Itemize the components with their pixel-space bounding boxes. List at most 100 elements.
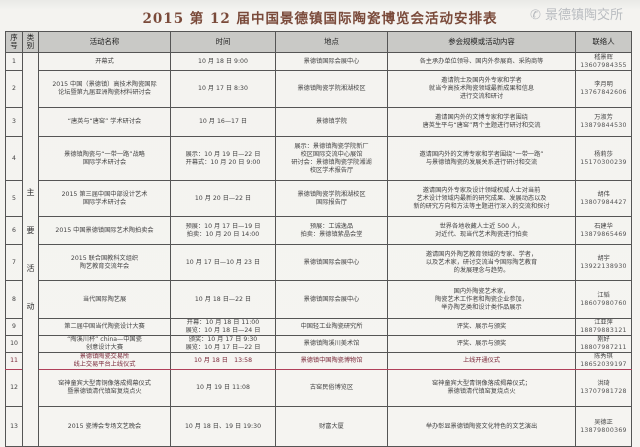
activity-time: 开幕：10 月 18 日 11:00 展览：10 月 18 日—24 日 bbox=[170, 318, 276, 336]
table-row: 9 第二届中国当代陶瓷设计大赛 开幕：10 月 18 日 11:00 展览：10 月… bbox=[5, 318, 632, 336]
contact-cell: 嵇景辉 13607984355 bbox=[575, 52, 632, 71]
column-header: 活动名称 bbox=[38, 31, 171, 53]
activity-place: 景德镇陶瓷学院湘湖校区 bbox=[275, 70, 388, 108]
contact-name: 胡宇 bbox=[597, 254, 610, 262]
row-number: 10 bbox=[5, 335, 23, 353]
row-number: 12 bbox=[5, 369, 23, 407]
contact-phone: 13879865469 bbox=[580, 230, 627, 238]
row-number: 4 bbox=[5, 136, 23, 181]
table-row: 13 2015 瓷博会专场文艺晚会 10 月 18 日、19 日 19:30 财富大厦… bbox=[5, 406, 632, 447]
row-number: 9 bbox=[5, 318, 23, 336]
contact-phone: 18879883121 bbox=[580, 327, 627, 334]
activity-content: 窑神童宾大型青铜像落成揭幕仪式； 景德镇清代镇窑复烧点火 bbox=[387, 369, 576, 407]
activity-name: 开幕式 bbox=[38, 52, 171, 71]
contact-phone: 13767842606 bbox=[580, 89, 627, 96]
contact-cell: 石建华 13879865469 bbox=[575, 216, 632, 245]
activity-place: 预展：工诚逸品 拍卖：景德镇紫晶会堂 bbox=[275, 216, 388, 245]
activity-content: 邀请国内外的文博专家和学者围绕 唐英生平与“唐窑”两个主题进行研讨和交流 bbox=[387, 107, 576, 137]
activity-place: 景德镇学院 bbox=[275, 107, 388, 137]
table-row: 8 当代国际陶艺展 10 月 18 日—22 日景德镇国际会展中心 国内外陶瓷艺术家，… bbox=[5, 280, 632, 319]
table-row: 4 景德镇陶瓷与“一带一路”战略 国际学术研讨会 展示：10 月 19 日—22 日… bbox=[5, 136, 632, 181]
contact-phone: 18652039197 bbox=[580, 361, 627, 368]
activity-content: 邀请国内外专家及设计领域权威人士对当前 艺术设计领域内最新的研究成果、发展动态以… bbox=[387, 180, 576, 217]
activity-time: 10 月 17 日—10 月 23 日 bbox=[170, 244, 276, 281]
table-row: 7 2015 联合国教科文组织 陶艺教育交流年会 10 月 17 日—10 月 23… bbox=[5, 244, 632, 281]
activity-place: 景德镇国际会展中心 bbox=[275, 280, 388, 319]
activity-name: 2015 瓷博会专场文艺晚会 bbox=[38, 406, 171, 447]
activity-time: 10 月 18 日、19 日 19:30 bbox=[170, 406, 276, 447]
row-number: 5 bbox=[5, 180, 23, 217]
contact-name: 嵇景辉 bbox=[594, 53, 613, 61]
contact-name: 李月明 bbox=[594, 81, 613, 88]
activity-place: 财富大厦 bbox=[275, 406, 388, 447]
contact-cell: 洪琦 13707981728 bbox=[575, 369, 632, 407]
activity-name: “陶溪川杯” china—中国瓷 创意设计大赛 bbox=[38, 335, 171, 353]
activity-name: 景德镇陶瓷与“一带一路”战略 国际学术研讨会 bbox=[38, 136, 171, 181]
activity-time: 10 月 20 日—22 日 bbox=[170, 180, 276, 217]
activity-time: 展示：10 月 19 日—22 日 开幕式：10 月 20 日 9:00 bbox=[170, 136, 276, 181]
contact-cell: 江韬 18607980760 bbox=[575, 280, 632, 319]
activity-content: 世界各地收藏人士近 500 人， 对近代、现当代艺术陶瓷进行拍卖 bbox=[387, 216, 576, 245]
contact-name: 刚好 bbox=[597, 336, 610, 344]
table-row: 2 2015 中国（景德镇）高技术陶瓷国际 论坛暨第九届亚洲陶瓷材料研讨会 10 月… bbox=[5, 70, 632, 108]
activity-place: 景德镇陶溪川美术馆 bbox=[275, 335, 388, 353]
activity-name: 当代国际陶艺展 bbox=[38, 280, 171, 319]
activity-time: 预展：10 月 17 日—19 日 拍卖：10 月 20 日 14:00 bbox=[170, 216, 276, 245]
row-number: 3 bbox=[5, 107, 23, 137]
activity-name: 窑神童宾大型青铜像落成揭幕仪式 暨景德镇清代镇窑复烧点火 bbox=[38, 369, 171, 407]
activity-time: 10 月 16—17 日 bbox=[170, 107, 276, 137]
column-header: 序号 bbox=[5, 31, 23, 53]
activity-content: 上线开通仪式 bbox=[387, 352, 576, 370]
activity-content: 邀请国内外的文博专家和学者围绕“一带一路” 与景德镇陶瓷的发展关系进行研讨和交流 bbox=[387, 136, 576, 181]
activity-time: 10 月 19 日 11:08 bbox=[170, 369, 276, 407]
column-header: 参会规模或活动内容 bbox=[387, 31, 576, 53]
activity-place: 景德镇国际会展中心 bbox=[275, 244, 388, 281]
contact-cell: 胡宇 13922138930 bbox=[575, 244, 632, 281]
contact-phone: 13922138930 bbox=[580, 262, 627, 270]
row-number: 1 bbox=[5, 52, 23, 71]
contact-name: 江亚萍 bbox=[594, 319, 613, 327]
contact-cell: 李月明 13767842606 bbox=[575, 70, 632, 108]
contact-phone: 13707981728 bbox=[580, 388, 627, 395]
contact-phone: 13807984427 bbox=[580, 198, 627, 206]
activity-place: 景德镇陶瓷学院湘湖校区 国际报告厅 bbox=[275, 180, 388, 217]
table-row: 12 窑神童宾大型青铜像落成揭幕仪式 暨景德镇清代镇窑复烧点火 10 月 19 日 … bbox=[5, 369, 632, 407]
activity-place: 景德镇国际会展中心 bbox=[275, 52, 388, 71]
activity-place: 景德镇中国陶瓷博物馆 bbox=[275, 352, 388, 370]
activity-place: 古窑民俗博览区 bbox=[275, 369, 388, 407]
activity-name: 第二届中国当代陶瓷设计大赛 bbox=[38, 318, 171, 336]
contact-cell: 江亚萍 18879883121 bbox=[575, 318, 632, 336]
activity-time: 10 月 17 日 8:30 bbox=[170, 70, 276, 108]
column-header: 时间 bbox=[170, 31, 276, 53]
table-row: 3 “唐英与“唐窑” 学术研讨会 10 月 16—17 日景德镇学院 邀请国内外的文博… bbox=[5, 107, 632, 137]
column-header: 联络人 bbox=[575, 31, 632, 53]
contact-name: 陈秀琪 bbox=[594, 353, 613, 361]
contact-phone: 13879800369 bbox=[580, 426, 627, 434]
category-cell: 主 要 活 动 bbox=[22, 52, 39, 447]
contact-cell: 吴德正 13879800369 bbox=[575, 406, 632, 447]
contact-phone: 18607980760 bbox=[580, 299, 627, 307]
contact-name: 江韬 bbox=[597, 291, 610, 299]
row-number: 11 bbox=[5, 352, 23, 370]
activity-name: 2015 中国景德镇国际艺术陶拍卖会 bbox=[38, 216, 171, 245]
contact-name: 石建华 bbox=[594, 222, 613, 230]
contact-cell: 刚好 18807987211 bbox=[575, 335, 632, 353]
contact-cell: 杨莉莎 15170300239 bbox=[575, 136, 632, 181]
column-header: 类别 bbox=[22, 31, 39, 53]
activity-content: 举办彰显景德镇陶瓷文化特色的文艺演出 bbox=[387, 406, 576, 447]
activity-name: 2015 联合国教科文组织 陶艺教育交流年会 bbox=[38, 244, 171, 281]
activity-content: 邀请国内外陶艺教育领域的专家、学者， 以及艺术家，研讨交流当今国际陶艺教育 的发… bbox=[387, 244, 576, 281]
activity-place: 中国轻工业陶瓷研究所 bbox=[275, 318, 388, 336]
contact-name: 吴德正 bbox=[594, 418, 613, 426]
activity-time: 颁奖：10 月 17 日 9:30 展览：10 月 17 日—22 日 bbox=[170, 335, 276, 353]
activity-content: 评奖、展示与颁奖 bbox=[387, 318, 576, 336]
table-row: 5 2015 第三届中国中部设计艺术 国际学术研讨会 10 月 20 日—22 日景… bbox=[5, 180, 632, 217]
contact-name: 胡伟 bbox=[597, 190, 610, 198]
column-header: 地点 bbox=[275, 31, 388, 53]
table-row: 6 2015 中国景德镇国际艺术陶拍卖会 预展：10 月 17 日—19 日 拍卖：… bbox=[5, 216, 632, 245]
table-header-row: 序号 类别 活动名称 时间 地点 参会规模或活动内容 联络人 bbox=[5, 31, 632, 53]
row-number: 7 bbox=[5, 244, 23, 281]
contact-cell: 万淑芳 13879844530 bbox=[575, 107, 632, 137]
